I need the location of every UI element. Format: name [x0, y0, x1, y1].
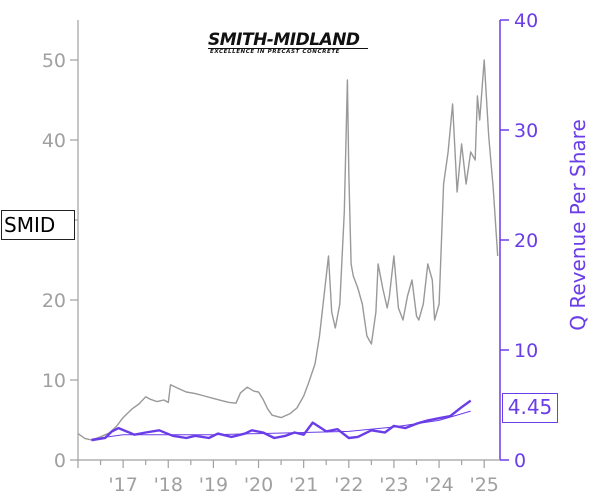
left-tick-label: 40	[42, 130, 66, 152]
logo-underline	[208, 48, 368, 49]
left-tick-label: 20	[42, 290, 66, 312]
logo-name: SMITH-MIDLAND	[208, 30, 360, 50]
revenue-trend-line	[91, 410, 471, 440]
latest-value-label: 4.45	[502, 393, 558, 423]
x-axis: '17 '18 '19 '20 '21 '22 '23 '24 '25	[77, 459, 500, 496]
right-tick-label: 10	[514, 340, 538, 362]
left-tick-label: 50	[42, 50, 66, 72]
x-tick-label: '23	[379, 474, 408, 496]
right-tick-label: 0	[514, 450, 526, 472]
revenue-series-line	[91, 399, 472, 442]
company-logo: SMITH-MIDLAND EXCELLENCE IN PRECAST CONC…	[208, 30, 373, 58]
right-axis: 0 10 20 30 40	[499, 10, 538, 472]
x-tick-label: '19	[199, 474, 228, 496]
logo-tagline: EXCELLENCE IN PRECAST CONCRETE	[210, 49, 341, 55]
x-tick-label: '20	[244, 474, 273, 496]
x-tick-label: '18	[154, 474, 183, 496]
x-tick-label: '21	[289, 474, 318, 496]
left-axis: 01020304050	[42, 20, 79, 472]
series-layer	[77, 59, 499, 442]
right-axis-label: Q Revenue Per Share	[566, 119, 590, 331]
right-tick-label: 40	[514, 10, 538, 32]
right-tick-label: 30	[514, 120, 538, 142]
x-tick-label: '17	[108, 474, 137, 496]
x-tick-label: '24	[424, 474, 453, 496]
price-series-line	[77, 59, 499, 441]
right-tick-label: 20	[514, 230, 538, 252]
ticker-label: SMID	[1, 210, 75, 240]
left-tick-label: 10	[42, 370, 66, 392]
left-tick-label: 0	[54, 450, 66, 472]
x-tick-label: '22	[334, 474, 363, 496]
x-tick-label: '25	[470, 474, 499, 496]
